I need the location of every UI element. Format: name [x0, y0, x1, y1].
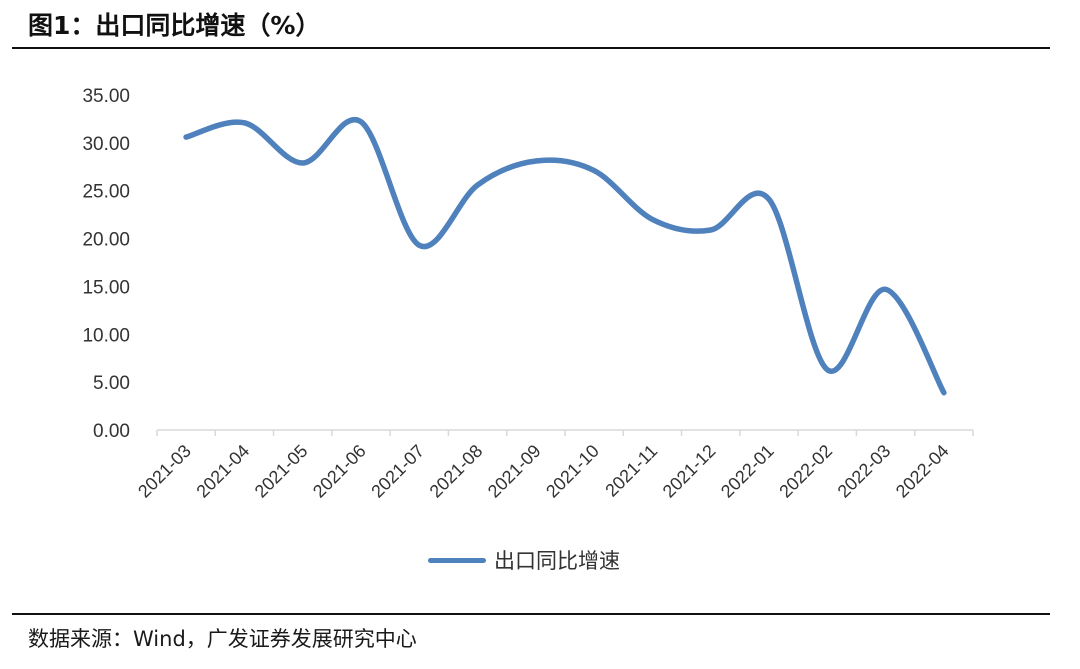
- x-tick-label: 2021-06: [309, 441, 370, 502]
- data-point-2021-10: [592, 168, 597, 173]
- x-tick-label: 2022-04: [892, 441, 953, 502]
- x-axis-tick-labels: 2021-032021-042021-052021-062021-072021-…: [134, 441, 953, 502]
- data-point-2022-01: [767, 197, 772, 202]
- x-tick-label: 2021-10: [542, 441, 603, 502]
- legend: 出口同比增速: [428, 545, 620, 575]
- x-tick-label: 2021-11: [601, 441, 661, 501]
- x-tick-label: 2021-09: [484, 441, 545, 502]
- data-point-2021-07: [417, 243, 422, 248]
- top-rule: [12, 47, 1050, 49]
- y-axis-tick-labels: 0.00 5.00 10.00 15.00 20.00 25.00 30.00 35.00: [82, 86, 130, 442]
- y-tick-label: 25.00: [82, 182, 130, 203]
- data-point-2021-03: [184, 135, 189, 140]
- bottom-rule: [12, 613, 1050, 615]
- x-tick-label: 2022-03: [834, 441, 895, 502]
- data-point-2021-04: [242, 120, 247, 125]
- x-tick-label: 2022-01: [717, 441, 778, 502]
- x-tick-label: 2021-05: [251, 441, 312, 502]
- data-point-2021-05: [300, 160, 305, 165]
- data-point-2021-06: [359, 119, 364, 124]
- data-point-2021-08: [475, 182, 480, 187]
- data-point-2021-09: [533, 159, 538, 164]
- x-tick-label: 2021-04: [192, 441, 253, 502]
- x-tick-label: 2021-08: [426, 441, 487, 502]
- data-point-2022-02: [825, 367, 830, 372]
- data-point-2022-03: [883, 287, 888, 292]
- y-tick-label: 35.00: [82, 86, 130, 107]
- x-tick-label: 2021-07: [367, 441, 428, 502]
- x-tick-label: 2022-02: [775, 441, 836, 502]
- x-tick-label: 2021-12: [659, 441, 720, 502]
- y-tick-label: 10.00: [82, 325, 130, 346]
- y-tick-label: 30.00: [82, 134, 130, 155]
- source-note: 数据来源：Wind，广发证券发展研究中心: [28, 627, 417, 651]
- legend-label: 出口同比增速: [494, 549, 620, 573]
- y-tick-label: 20.00: [82, 230, 130, 251]
- series-line-export-yoy: [183, 116, 947, 396]
- data-point-2021-12: [708, 227, 713, 232]
- figure-title: 图1：出口同比增速（%）: [28, 11, 321, 40]
- data-point-2022-04: [941, 390, 946, 395]
- legend-swatch: [428, 557, 486, 563]
- y-tick-label: 5.00: [93, 373, 130, 394]
- y-tick-label: 15.00: [82, 277, 130, 298]
- x-tick-label: 2021-03: [134, 441, 195, 502]
- data-point-2021-11: [650, 217, 655, 222]
- y-tick-label: 0.00: [93, 421, 130, 442]
- x-axis-ticks: [156, 430, 974, 436]
